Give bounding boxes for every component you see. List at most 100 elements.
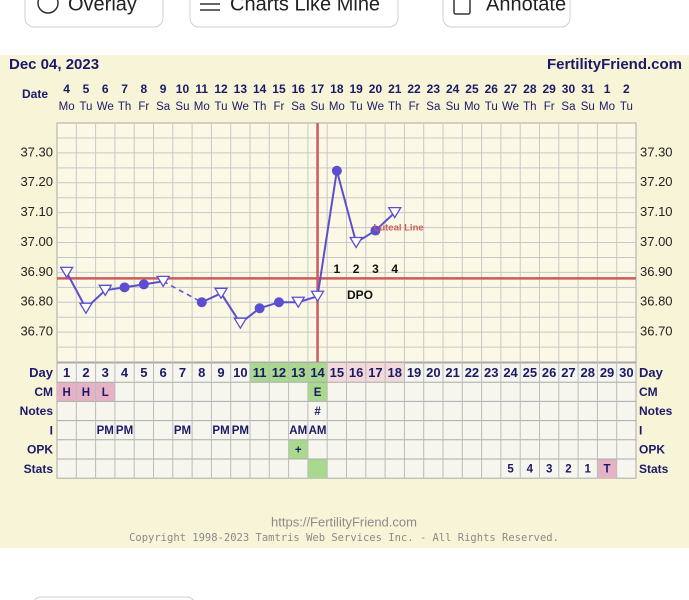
weekday-label: We — [367, 101, 384, 113]
day-number: 17 — [368, 365, 382, 380]
weekday-label: Sa — [426, 101, 441, 113]
weekday-label: Su — [581, 101, 595, 113]
bottom-button[interactable] — [33, 596, 195, 600]
cell-text: # — [314, 406, 321, 418]
date-label: 15 — [272, 82, 286, 96]
weekday-label: Tu — [485, 101, 498, 113]
date-label: 20 — [369, 82, 383, 96]
row-label: Stats — [24, 462, 54, 476]
date-label: 16 — [292, 82, 306, 96]
day-number: 24 — [503, 365, 518, 380]
day-number: 5 — [140, 365, 147, 380]
cell-fill — [57, 382, 77, 402]
date-label: 1 — [604, 82, 611, 96]
row-label: Notes — [20, 404, 54, 418]
day-number: 7 — [179, 365, 186, 380]
row-label-right: CM — [639, 385, 658, 399]
cell-fill — [288, 439, 308, 459]
temp-point-open — [291, 296, 306, 309]
footer-url: https://FertilityFriend.com — [271, 514, 417, 529]
day-number: 14 — [310, 365, 325, 380]
row-label-right: I — [639, 423, 642, 437]
day-number: 15 — [330, 365, 344, 380]
day-cell-fill — [365, 363, 386, 383]
weekday-label: Mo — [464, 101, 480, 113]
weekday-label: Mo — [329, 101, 345, 113]
weekday-label: Mo — [599, 101, 615, 113]
temp-point-open — [98, 284, 113, 297]
day-number: 28 — [581, 365, 595, 380]
day-number: 16 — [349, 365, 363, 380]
cell-text: H — [62, 387, 70, 399]
dpo-number: 2 — [353, 262, 360, 276]
day-cell-fill — [250, 363, 270, 383]
charts-like-mine-button[interactable] — [189, 0, 399, 28]
date-label: 23 — [427, 82, 441, 96]
cell-text: AM — [309, 425, 327, 437]
day-number: 21 — [445, 365, 459, 380]
date-label: 30 — [562, 82, 576, 96]
cell-text: PM — [174, 425, 191, 437]
date-label: 22 — [407, 82, 421, 96]
date-label: 27 — [504, 82, 518, 96]
weekday-label: We — [232, 101, 249, 113]
date-label: 18 — [330, 82, 344, 96]
day-number: 25 — [523, 365, 537, 380]
weekday-label: Tu — [79, 101, 92, 113]
date-label: 6 — [102, 82, 109, 96]
cell-text: PM — [97, 425, 114, 437]
weekday-label: Th — [118, 101, 131, 113]
overlay-icon — [37, 0, 59, 14]
day-number: 10 — [233, 365, 247, 380]
day-number: 29 — [600, 365, 614, 380]
toolbar: Overlay Charts Like Mine Annotate — [24, 0, 571, 28]
day-number: 26 — [542, 365, 556, 380]
weekday-label: Th — [253, 101, 266, 113]
date-label: 13 — [234, 82, 248, 96]
y-tick-label: 36.80 — [20, 294, 53, 309]
weekday-label: Sa — [291, 101, 306, 113]
weekday-label: Th — [388, 101, 401, 113]
y-tick-label-right: 36.70 — [640, 324, 673, 339]
dpo-number: 3 — [372, 262, 379, 276]
day-number: 30 — [619, 365, 633, 380]
weekday-label: Sa — [156, 101, 171, 113]
temp-point — [331, 165, 342, 176]
weekday-label: Fr — [138, 101, 149, 113]
temp-point — [254, 303, 265, 314]
day-number: 1 — [63, 365, 70, 380]
y-tick-label: 36.70 — [20, 324, 53, 339]
date-label: 2 — [623, 82, 630, 96]
temp-point — [273, 297, 284, 308]
temp-point-open — [213, 287, 229, 300]
date-label: 11 — [195, 82, 208, 96]
day-number: 13 — [291, 365, 305, 380]
day-cell-fill — [288, 363, 308, 383]
cell-text: E — [314, 387, 322, 399]
temp-point — [370, 225, 381, 236]
temp-point-open — [78, 302, 94, 315]
button-label: Overlay — [68, 0, 137, 15]
row-label: Day — [29, 365, 54, 380]
date-label: 5 — [83, 82, 90, 96]
overlay-button[interactable] — [24, 0, 164, 28]
cell-fill — [597, 459, 617, 479]
day-number: 2 — [82, 365, 89, 380]
day-number: 20 — [426, 365, 440, 380]
row-label-right: Stats — [639, 462, 669, 476]
day-number: 27 — [561, 365, 575, 380]
y-tick-label: 37.20 — [20, 174, 53, 189]
cell-fill — [307, 459, 328, 479]
row-label: OPK — [27, 443, 53, 457]
weekday-label: Mo — [59, 101, 75, 113]
annotate-button[interactable] — [442, 0, 571, 28]
day-number: 9 — [217, 365, 224, 380]
temp-point-open — [349, 236, 364, 249]
annotate-icon — [453, 0, 471, 15]
footer-copyright: Copyright 1998-2023 Tamtris Web Services… — [129, 532, 559, 544]
day-number: 4 — [121, 365, 129, 380]
day-cell-fill — [269, 363, 289, 383]
weekday-label: Su — [311, 101, 325, 113]
cell-text: PM — [212, 425, 229, 437]
